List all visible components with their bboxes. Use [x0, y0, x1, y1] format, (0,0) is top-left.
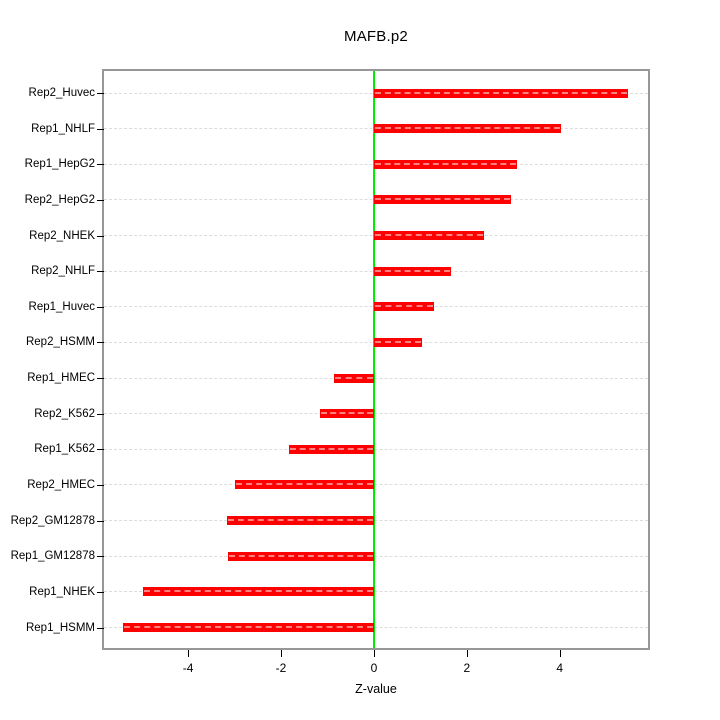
bar-Rep2_HMEC	[235, 480, 374, 490]
gridline	[104, 413, 648, 415]
x-axis-tick	[559, 650, 561, 657]
bar-dash-overlay	[124, 626, 373, 628]
y-axis-tick	[97, 484, 104, 486]
bar-Rep2_K562	[319, 409, 374, 419]
y-axis-tick	[97, 199, 104, 201]
bar-dash-overlay	[290, 447, 373, 450]
category-label: Rep2_NHLF	[31, 265, 95, 278]
x-tick-label: 2	[463, 661, 471, 675]
category-label: Rep2_HSMM	[25, 336, 95, 349]
bar-Rep1_NHEK	[143, 587, 374, 597]
category-label: Rep2_HepG2	[24, 193, 95, 206]
bar-Rep2_NHLF	[373, 266, 451, 276]
bar-dash-overlay	[374, 162, 516, 165]
y-axis-tick	[97, 520, 104, 522]
bar-Rep1_HSMM	[123, 623, 374, 632]
zero-line	[372, 71, 375, 648]
bar-dash-overlay	[374, 127, 560, 130]
bar-Rep2_HepG2	[373, 195, 512, 205]
y-axis-tick	[97, 449, 104, 451]
bar-Rep1_HMEC	[334, 373, 374, 383]
bar-dash-overlay	[374, 305, 434, 308]
category-label: Rep1_HMEC	[27, 372, 95, 385]
category-label: Rep2_HMEC	[27, 478, 95, 491]
y-axis-tick	[97, 93, 104, 94]
category-label: Rep1_NHEK	[29, 585, 95, 598]
bar-Rep2_Huvec	[373, 88, 629, 98]
gridline	[104, 520, 648, 522]
bar-dash-overlay	[229, 554, 373, 557]
bar-Rep2_NHEK	[373, 231, 485, 241]
y-axis-tick	[97, 164, 104, 166]
x-tick-label: -4	[182, 661, 194, 675]
category-label: Rep2_GM12878	[10, 514, 95, 527]
gridline	[104, 591, 648, 593]
plot-area	[102, 69, 650, 650]
bar-Rep1_Huvec	[373, 302, 435, 312]
y-axis-tick	[97, 271, 104, 273]
bar-dash-overlay	[144, 590, 373, 593]
category-label: Rep2_Huvec	[28, 87, 95, 99]
category-label: Rep1_HepG2	[24, 158, 95, 171]
bar-Rep1_K562	[289, 444, 374, 454]
bar-dash-overlay	[374, 234, 484, 237]
y-axis-tick	[97, 128, 104, 130]
category-label: Rep2_NHEK	[29, 229, 95, 242]
x-axis-tick	[373, 650, 375, 657]
gridline	[104, 377, 648, 379]
bar-Rep2_GM12878	[226, 516, 374, 526]
y-axis-tick	[97, 306, 104, 308]
bar-dash-overlay	[320, 412, 373, 415]
category-label: Rep1_NHLF	[31, 122, 95, 135]
bar-Rep1_GM12878	[228, 551, 374, 561]
bar-Rep1_NHLF	[373, 124, 561, 134]
bar-dash-overlay	[374, 198, 511, 201]
category-label: Rep2_K562	[34, 407, 95, 420]
x-axis-tick	[280, 650, 282, 657]
x-tick-label: 4	[556, 661, 564, 675]
gridline	[104, 484, 648, 486]
bar-dash-overlay	[236, 483, 373, 486]
bar-dash-overlay	[374, 91, 628, 94]
category-label: Rep1_HSMM	[25, 621, 95, 634]
x-axis-tick	[466, 650, 468, 657]
gridline	[104, 448, 648, 450]
bar-dash-overlay	[227, 519, 373, 522]
y-axis-tick	[97, 342, 104, 344]
bar-dash-overlay	[335, 376, 373, 379]
bar-Rep2_HSMM	[373, 337, 423, 347]
y-axis-tick	[97, 413, 104, 415]
chart-title: MAFB.p2	[344, 28, 408, 45]
x-tick-label: -2	[275, 661, 287, 675]
x-axis-tick	[188, 650, 190, 657]
gridline	[104, 555, 648, 557]
category-label: Rep1_GM12878	[10, 550, 95, 563]
x-axis-title: Z-value	[355, 682, 397, 696]
x-tick-label: 0	[370, 661, 378, 675]
bar-dash-overlay	[374, 340, 422, 343]
y-axis-tick	[97, 627, 104, 629]
y-axis-tick	[97, 591, 104, 593]
bar-Rep1_HepG2	[373, 159, 517, 169]
y-axis-tick	[97, 378, 104, 380]
gridline	[104, 627, 648, 628]
category-label: Rep1_K562	[34, 443, 95, 456]
y-axis-tick	[97, 556, 104, 558]
bar-dash-overlay	[374, 269, 450, 272]
category-label: Rep1_Huvec	[28, 300, 95, 313]
y-axis-tick	[97, 235, 104, 237]
